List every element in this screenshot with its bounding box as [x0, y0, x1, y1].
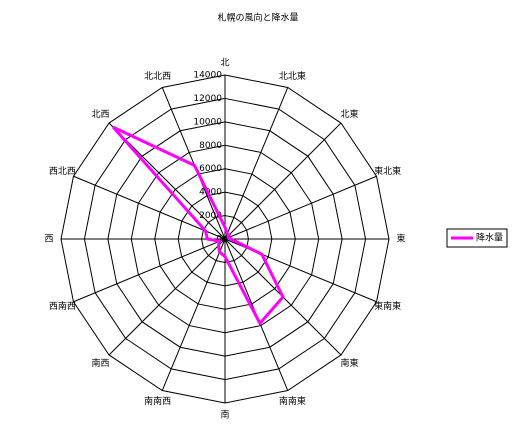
r-tick-label: 14000	[193, 71, 222, 81]
category-label: 北西	[92, 109, 110, 120]
category-label: 南南西	[144, 395, 171, 407]
category-label: 北北東	[279, 70, 306, 82]
category-label: 東北東	[374, 165, 401, 177]
category-label: 南東	[340, 357, 358, 369]
r-tick-label: 4000	[199, 188, 222, 198]
category-label: 南西	[92, 357, 110, 369]
spoke	[108, 238, 226, 356]
category-label: 南南東	[279, 395, 306, 407]
r-tick-label: 12000	[193, 94, 222, 104]
category-label: 北北西	[144, 71, 171, 82]
r-tick-label: 10000	[193, 117, 222, 127]
spoke	[224, 122, 342, 240]
r-tick-label: 0	[216, 235, 222, 245]
spoke	[73, 175, 226, 240]
spoke	[224, 87, 289, 240]
legend	[446, 228, 508, 248]
category-label: 北	[220, 58, 229, 69]
spoke	[224, 175, 377, 240]
category-label: 南	[220, 409, 229, 421]
category-label: 西南西	[49, 300, 76, 312]
spoke	[73, 238, 226, 303]
chart-title: 札幌の風向と降水量	[217, 12, 298, 24]
category-label: 西	[44, 234, 53, 245]
series-line	[112, 125, 285, 327]
legend-label: 降水量	[476, 232, 503, 244]
category-label: 東南東	[374, 300, 401, 312]
r-tick-label: 2000	[199, 211, 222, 221]
category-label: 北東	[340, 108, 358, 120]
r-tick-label: 6000	[199, 164, 222, 174]
category-label: 東	[396, 233, 405, 245]
category-label: 西北西	[49, 166, 76, 177]
spoke	[161, 238, 226, 391]
spoke	[161, 87, 226, 240]
r-tick-label: 8000	[199, 141, 222, 151]
